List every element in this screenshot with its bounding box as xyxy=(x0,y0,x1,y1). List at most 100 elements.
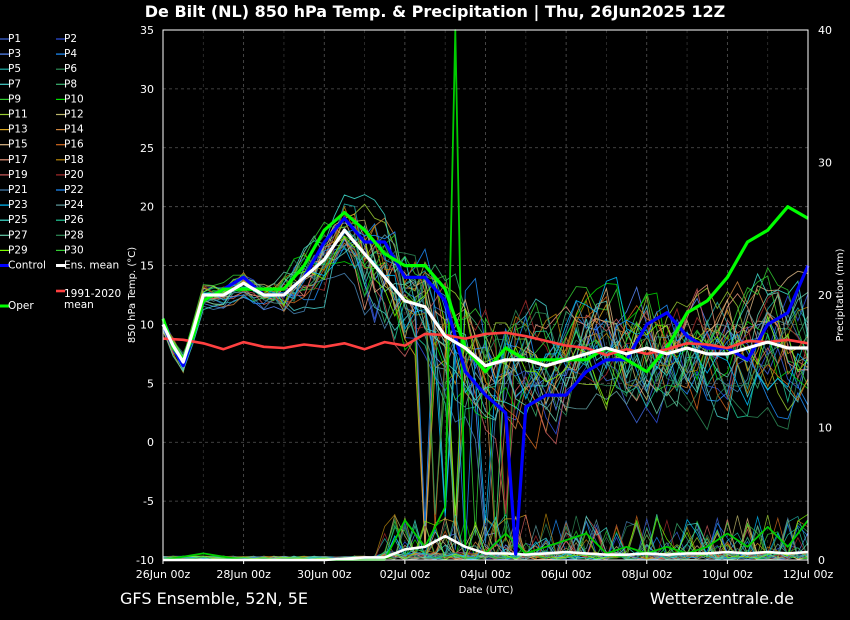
legend-label: P24 xyxy=(64,199,84,211)
ensemble-member-line xyxy=(162,224,809,423)
legend-item: P21 xyxy=(0,184,28,196)
x-tick-label: 10Jul 00z xyxy=(702,568,753,581)
legend-item: P29 xyxy=(0,244,28,256)
legend-item: P5 xyxy=(0,63,21,75)
legend-label: P28 xyxy=(64,229,84,241)
ensemble-member-line xyxy=(162,227,809,514)
legend-item: P17 xyxy=(0,154,28,166)
legend-item: P9 xyxy=(0,93,21,105)
legend-item: P22 xyxy=(56,184,84,196)
y-tick-label: 20 xyxy=(140,201,154,214)
legend-label: 1991-2020 xyxy=(64,288,121,300)
legend-label: P7 xyxy=(8,78,21,90)
y-tick-label: 5 xyxy=(147,377,154,390)
legend-label: P14 xyxy=(64,124,84,136)
ensemble-member-line xyxy=(162,246,809,514)
legend-label: Control xyxy=(8,260,46,272)
ensemble-member-line xyxy=(162,242,809,528)
legend-item: P25 xyxy=(0,214,28,226)
legend-label: P17 xyxy=(8,154,28,166)
legend-label: P8 xyxy=(64,78,77,90)
legend-label: P12 xyxy=(64,109,84,121)
legend-label: P20 xyxy=(64,169,84,181)
y2-tick-label: 0 xyxy=(818,554,825,567)
y-tick-label: 25 xyxy=(140,142,154,155)
ensemble-member-precip-line xyxy=(162,524,809,561)
ensemble-member-line xyxy=(162,221,809,538)
series-line-control xyxy=(161,216,810,556)
x-tick-label: 12Jul 00z xyxy=(783,568,834,581)
legend-label: P22 xyxy=(64,184,84,196)
ensemble-member-line xyxy=(162,222,809,536)
series-line-1991-2020-mean xyxy=(162,331,809,357)
legend-item: P20 xyxy=(56,169,84,181)
x-tick-label: 04Jul 00z xyxy=(460,568,511,581)
legend-item: P6 xyxy=(56,63,77,75)
y-axis-label: 850 hPa Temp. (°C) xyxy=(127,247,138,343)
legend-label: P10 xyxy=(64,93,84,105)
legend-label: P13 xyxy=(8,124,28,136)
legend-item: P4 xyxy=(56,48,77,60)
legend-label: P4 xyxy=(64,48,77,60)
legend-label: P21 xyxy=(8,184,28,196)
x-axis-label: Date (UTC) xyxy=(459,585,514,596)
series-line-ensemble-mean-precipitation xyxy=(163,534,809,562)
legend-item: P24 xyxy=(56,199,84,211)
y-tick-label: 15 xyxy=(140,260,154,273)
legend-label: P27 xyxy=(8,229,28,241)
legend-label: P5 xyxy=(8,63,21,75)
legend-item: P3 xyxy=(0,48,21,60)
x-tick-label: 08Jul 00z xyxy=(621,568,672,581)
legend-item: P27 xyxy=(0,229,28,241)
legend-item: Control xyxy=(0,260,46,272)
x-axis-ticks: 26Jun 00z 28Jun 00z 30Jun 00z 02Jul 00z 04Ju… xyxy=(136,560,834,581)
legend-label: P11 xyxy=(8,109,28,121)
legend-item: P15 xyxy=(0,139,28,151)
legend-item: P10 xyxy=(56,93,84,105)
legend-label: P25 xyxy=(8,214,28,226)
legend-item: P26 xyxy=(56,214,84,226)
chart-title: De Bilt (NL) 850 hPa Temp. & Precipitati… xyxy=(145,2,725,22)
y2-axis-label: Precipitation (mm) xyxy=(835,248,846,341)
legend-item: P30 xyxy=(56,244,84,256)
legend-item: P23 xyxy=(0,199,28,211)
y2-tick-label: 20 xyxy=(818,289,832,302)
legend-item: P7 xyxy=(0,78,21,90)
ensemble-member-line xyxy=(162,219,809,546)
legend-label: P9 xyxy=(8,93,21,105)
legend-item: P11 xyxy=(0,109,28,121)
legend-label: P19 xyxy=(8,169,28,181)
legend-item: P14 xyxy=(56,124,84,136)
y2-tick-label: 10 xyxy=(818,422,832,435)
y-tick-label: 10 xyxy=(140,318,154,331)
legend-item: P1 xyxy=(0,33,21,45)
series-line-ens-mean xyxy=(161,228,808,368)
y2-axis-ticks: 0 10 20 30 40 xyxy=(818,24,832,567)
legend-label: P18 xyxy=(64,154,84,166)
legend-item: P12 xyxy=(56,109,84,121)
highlight-series xyxy=(161,205,810,556)
legend-item: P16 xyxy=(56,139,84,151)
footer-model-label: GFS Ensemble, 52N, 5E xyxy=(120,589,308,608)
x-tick-label: 06Jul 00z xyxy=(541,568,592,581)
legend-label: Oper xyxy=(8,300,34,312)
legend-label: P6 xyxy=(64,63,77,75)
y-tick-label: 30 xyxy=(140,83,154,96)
y-tick-label: -5 xyxy=(143,495,154,508)
legend-item: P2 xyxy=(56,33,77,45)
legend-label: P30 xyxy=(64,244,84,256)
legend-label: Ens. mean xyxy=(64,260,119,272)
x-tick-label: 02Jul 00z xyxy=(380,568,431,581)
y-tick-label: -10 xyxy=(136,554,154,567)
legend-label: P29 xyxy=(8,244,28,256)
legend-label: P3 xyxy=(8,48,21,60)
y-axis-ticks: -10 -5 0 5 10 15 20 25 30 35 xyxy=(136,24,154,567)
y2-tick-label: 30 xyxy=(818,157,832,170)
legend-label: P1 xyxy=(8,33,21,45)
legend-label: P16 xyxy=(64,139,84,151)
legend-item: P19 xyxy=(0,169,28,181)
x-tick-label: 30Jun 00z xyxy=(297,568,352,581)
y2-tick-label: 40 xyxy=(818,24,832,37)
